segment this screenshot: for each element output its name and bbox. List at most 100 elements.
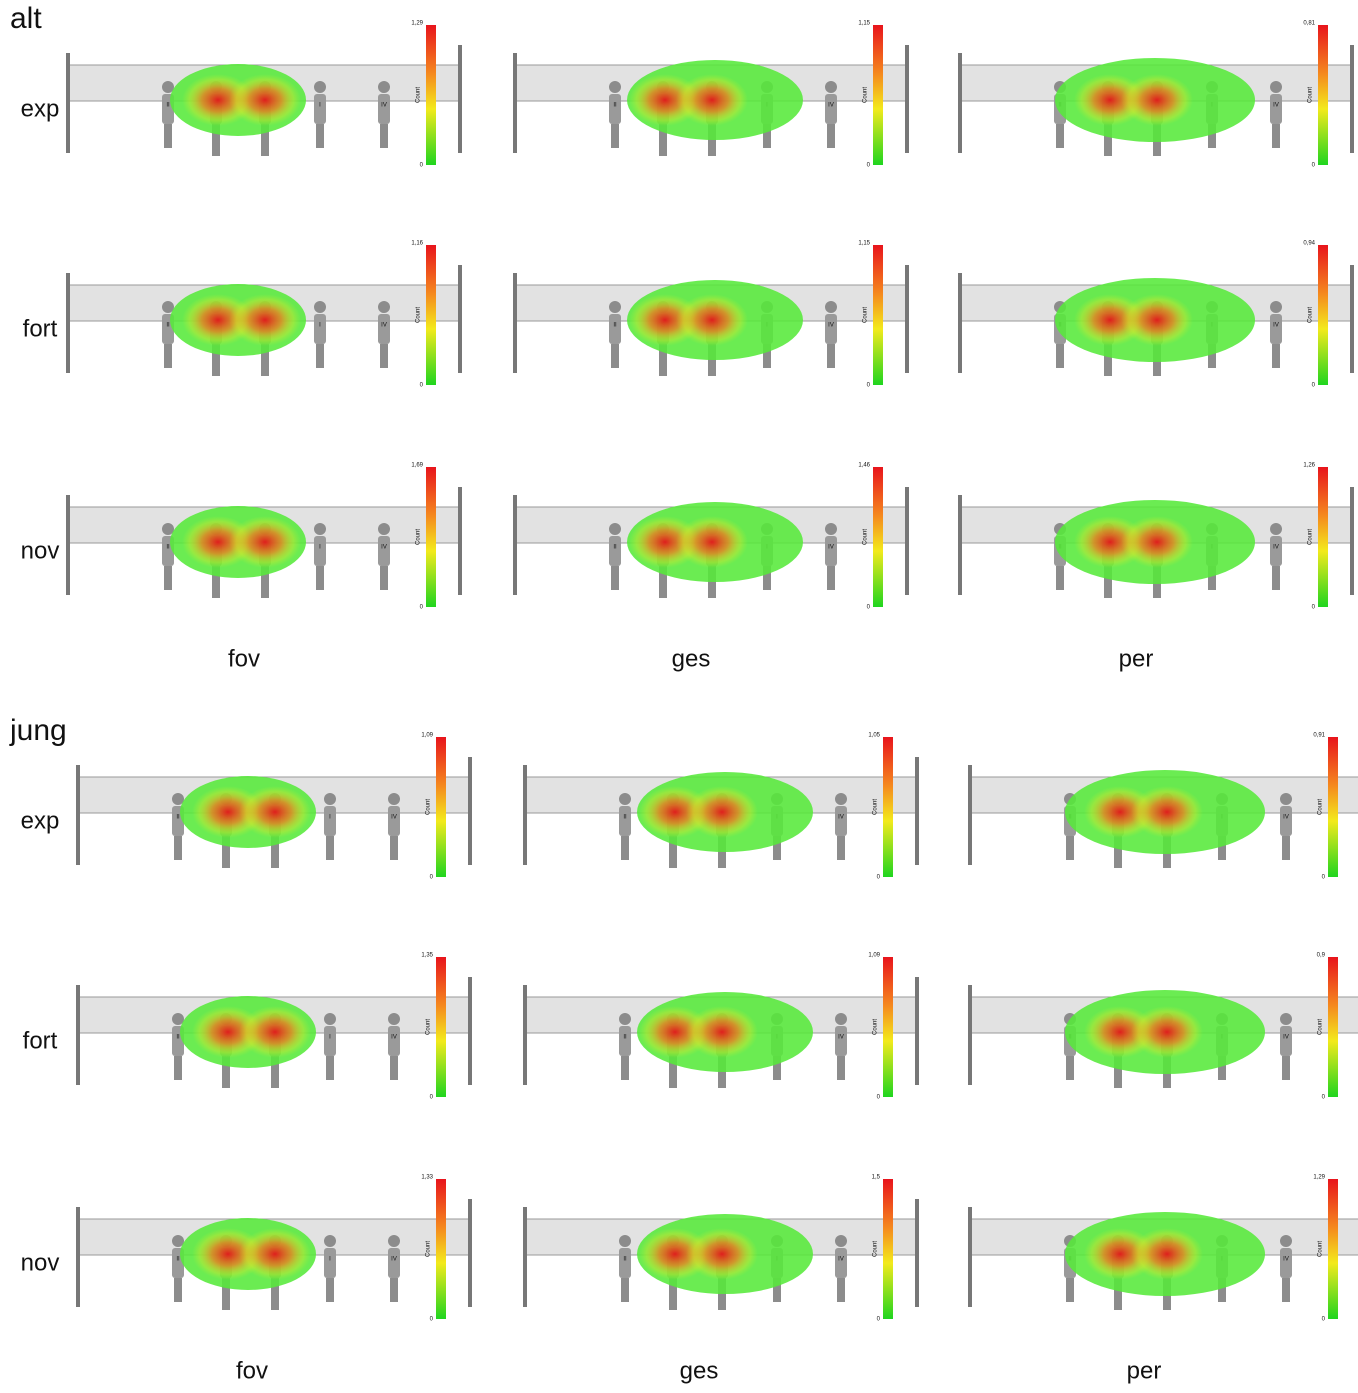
heat-spot [686,786,758,838]
scale-min: 0 [877,1095,881,1101]
figure-head [1280,1013,1292,1025]
figure-head [835,1235,847,1247]
scale-label: Count [416,307,422,323]
scale-min: 0 [867,383,871,389]
scale-max: 0,81 [1303,21,1315,27]
heat-spot [229,294,301,346]
heat-spot [686,1006,758,1058]
figure-legs [174,836,182,860]
column-label: ges [680,1357,719,1384]
figure-head [619,1013,631,1025]
figure-legs [1272,124,1280,148]
figure-legs [380,566,388,590]
figure-body [1280,806,1292,836]
figure-label: IV [1283,1035,1289,1041]
scale-min: 0 [430,1095,434,1101]
scale-label: Count [1308,529,1314,545]
color-bar [436,737,446,877]
color-bar [1328,1179,1338,1319]
heat-spot [676,74,748,126]
scale-max: 1,16 [411,241,423,247]
figure-legs [1066,1278,1074,1302]
scale-min: 0 [1322,1095,1326,1101]
figure-label: IV [838,1257,844,1263]
post [76,985,80,1085]
post [468,977,472,1085]
figure-legs [1056,124,1064,148]
figure-head [378,81,390,93]
scale-max: 1,69 [411,463,423,469]
scale-max: 1,09 [421,733,433,739]
figure-body [378,536,390,566]
panel: IISIIIIIV1,350Count [76,953,472,1101]
scale-label: Count [426,1241,432,1257]
post [523,765,527,865]
scale-max: 1,29 [411,21,423,27]
figure-body [1270,314,1282,344]
figure-label: IV [838,1035,844,1041]
column-label: ges [672,645,711,672]
figure-label: II [166,545,170,551]
figure-label: IV [1273,545,1279,551]
scale-min: 0 [420,383,424,389]
figure-legs [611,344,619,368]
figure-body [388,1248,400,1278]
figure-label: IV [391,1035,397,1041]
figure-body [378,314,390,344]
color-bar [883,957,893,1097]
scale-max: 0,91 [1313,733,1325,739]
scale-min: 0 [1322,1317,1326,1323]
figure-head [1270,301,1282,313]
scale-label: Count [863,307,869,323]
figure-label: IV [391,1257,397,1263]
heat-spot [1131,1228,1203,1280]
scale-min: 0 [1312,163,1316,169]
color-bar [873,25,883,165]
color-bar [436,957,446,1097]
figure: altexpIISIIIIIV1,290CountIISIIIIIV1,150C… [0,0,1358,1393]
figure-label: II [176,1035,180,1041]
heat-spot [676,516,748,568]
scale-max: 1,15 [858,241,870,247]
scale-max: 1,35 [421,953,433,959]
scale-min: 0 [430,1317,434,1323]
figure-legs [174,1278,182,1302]
figure-body [314,314,326,344]
figure-body [314,94,326,124]
figure-body [1280,1026,1292,1056]
post [66,495,70,595]
figure-label: IV [1273,323,1279,329]
figure-legs [611,566,619,590]
scale-min: 0 [867,163,871,169]
figure-head [388,1235,400,1247]
figure-label: IV [838,815,844,821]
figure-head [619,793,631,805]
scale-label: Count [863,87,869,103]
figure-legs [1056,344,1064,368]
scale-min: 0 [877,875,881,881]
post [66,53,70,153]
figure-label: II [623,815,627,821]
figure-legs [326,1056,334,1080]
post [958,495,962,595]
figure-body [825,536,837,566]
figure-legs [174,1056,182,1080]
figure-label: IV [1283,815,1289,821]
post [66,273,70,373]
post [523,985,527,1085]
figure-legs [326,836,334,860]
scale-label: Count [873,1241,879,1257]
scale-max: 1,15 [858,21,870,27]
figure-legs [827,344,835,368]
figure-legs [1066,836,1074,860]
figure-head [324,1013,336,1025]
figure-head [314,301,326,313]
figure-body [619,1026,631,1056]
column-label: fov [236,1357,268,1384]
figure-legs [316,566,324,590]
column-label: per [1119,645,1154,672]
panel: IISIIIIIV1,050Count [523,733,919,881]
figure-legs [164,124,172,148]
row-label: fort [23,1027,58,1054]
